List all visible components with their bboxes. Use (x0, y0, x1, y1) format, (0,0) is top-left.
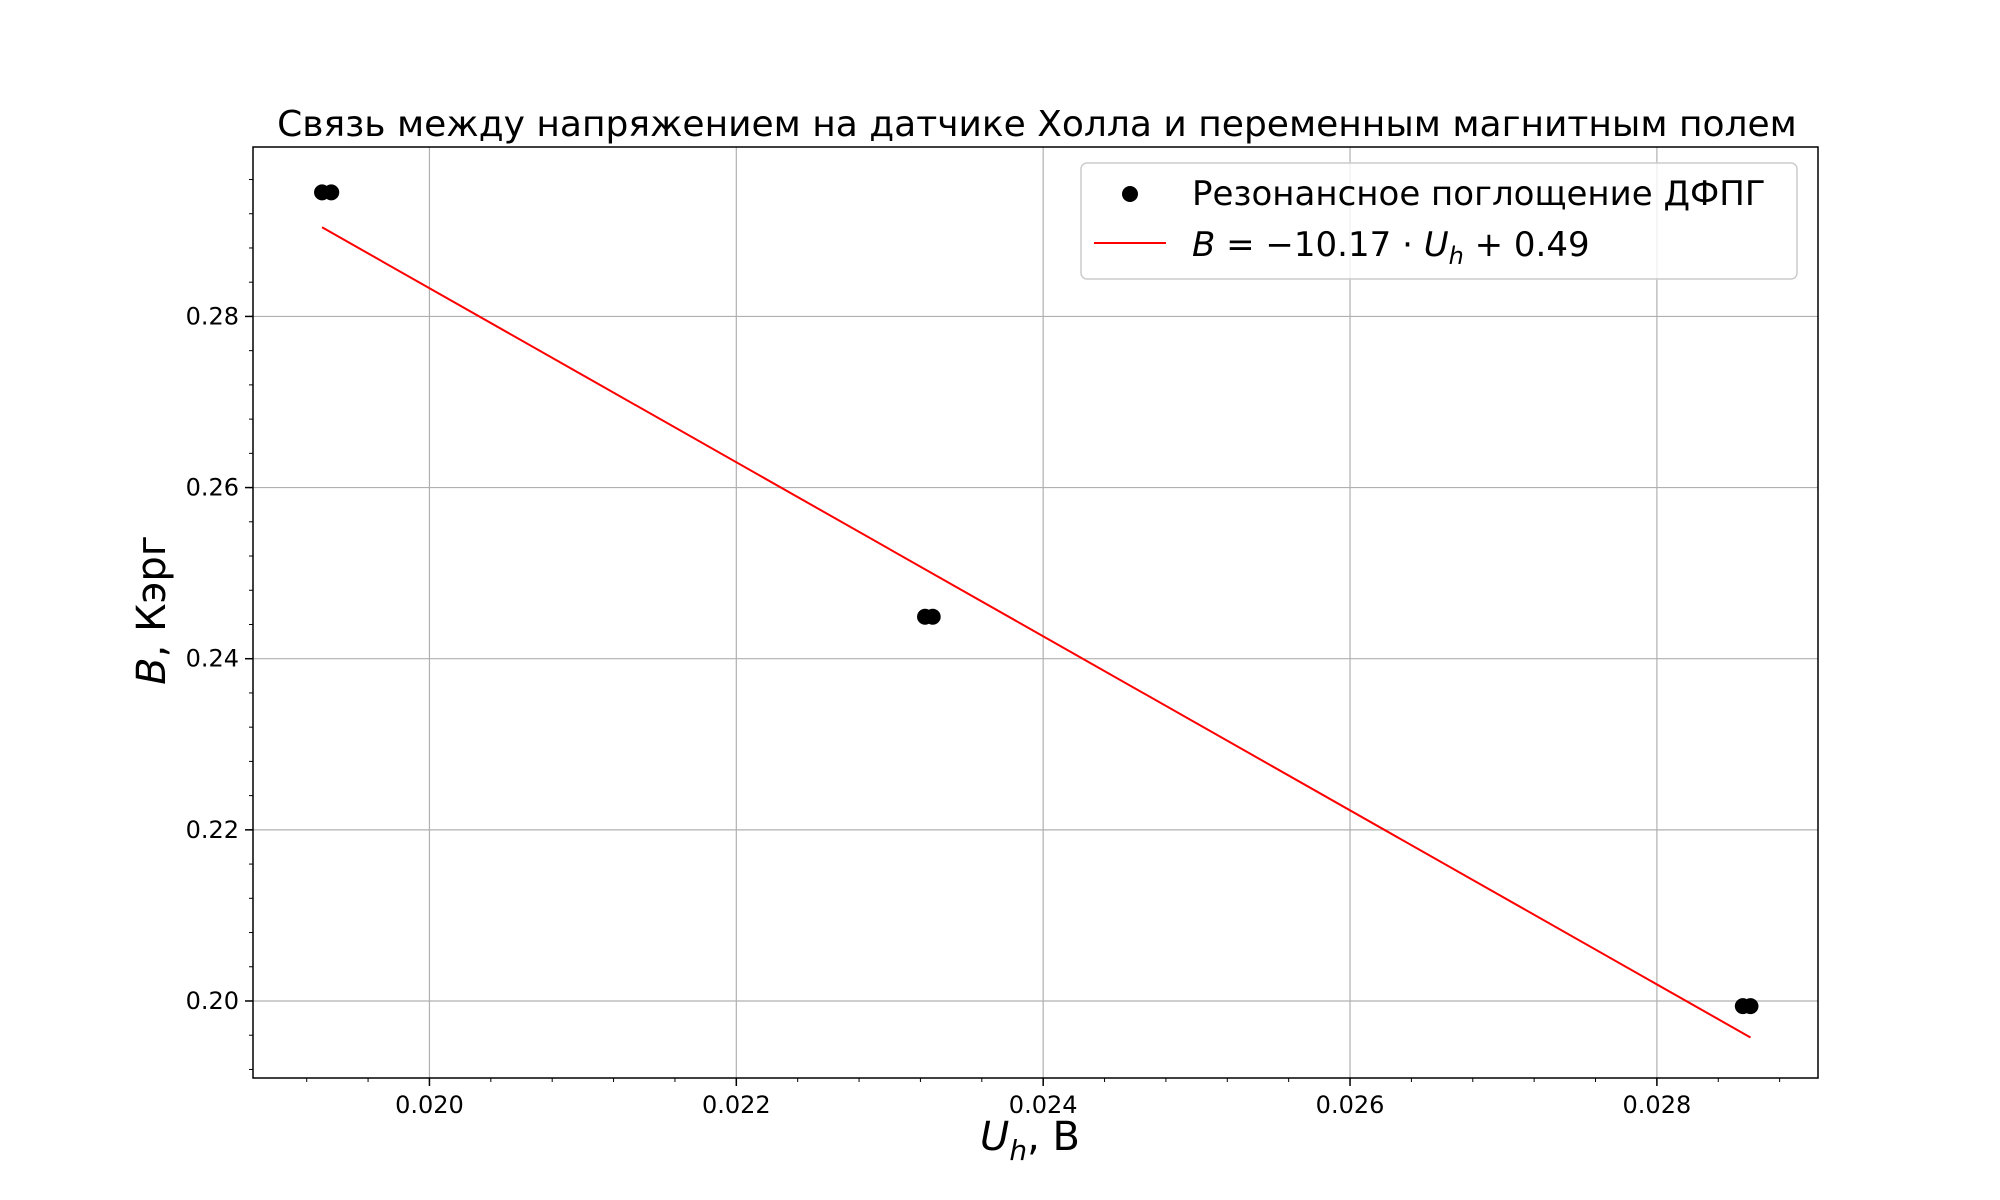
x-tick-label: 0.026 (1316, 1091, 1385, 1119)
y-tick-label: 0.24 (186, 645, 239, 673)
y-tick-label: 0.20 (186, 987, 239, 1015)
y-axis-label: B, Кэрг (129, 535, 175, 685)
fit-line-group (321, 226, 1751, 1039)
plot-frame (252, 146, 1819, 1079)
y-tick-label: 0.22 (186, 816, 239, 844)
legend-label-scatter: Резонансное поглощение ДФПГ (1192, 174, 1766, 214)
x-tick-label: 0.022 (702, 1091, 771, 1119)
grid-lines (253, 147, 1818, 1078)
data-point (1742, 998, 1759, 1015)
tick-labels: 0.020 0.022 0.024 0.026 0.028 0.20 0.22 0.24 0.2… (186, 302, 1692, 1119)
x-axis-label-unit: , В (1027, 1114, 1080, 1160)
x-axis-label-var: U (980, 1114, 1009, 1160)
data-point (924, 608, 941, 625)
x-tick-label: 0.020 (395, 1091, 464, 1119)
ticks (245, 179, 1781, 1086)
x-axis-label: Uh, В (980, 1114, 1080, 1167)
chart-title: Связь между напряжением на датчике Холла… (277, 104, 1797, 145)
legend-box (1080, 162, 1798, 280)
y-tick-label: 0.26 (186, 474, 239, 502)
x-tick-label: 0.028 (1623, 1091, 1692, 1119)
x-tick-label: 0.024 (1009, 1091, 1078, 1119)
data-points-group (314, 184, 1759, 1015)
y-tick-label: 0.28 (186, 302, 239, 330)
legend-label-line: B = −10.17 · Uh + 0.49 (1192, 225, 1590, 270)
data-point (323, 184, 340, 201)
x-axis-label-sub: h (1009, 1134, 1027, 1167)
legend: Резонансное поглощение ДФПГ B = −10.17 ·… (1080, 162, 1798, 280)
legend-marker-scatter (1122, 186, 1138, 202)
fit-line (321, 226, 1751, 1039)
y-axis-label-var: B (129, 657, 175, 684)
y-axis-label-unit: , Кэрг (129, 535, 175, 657)
